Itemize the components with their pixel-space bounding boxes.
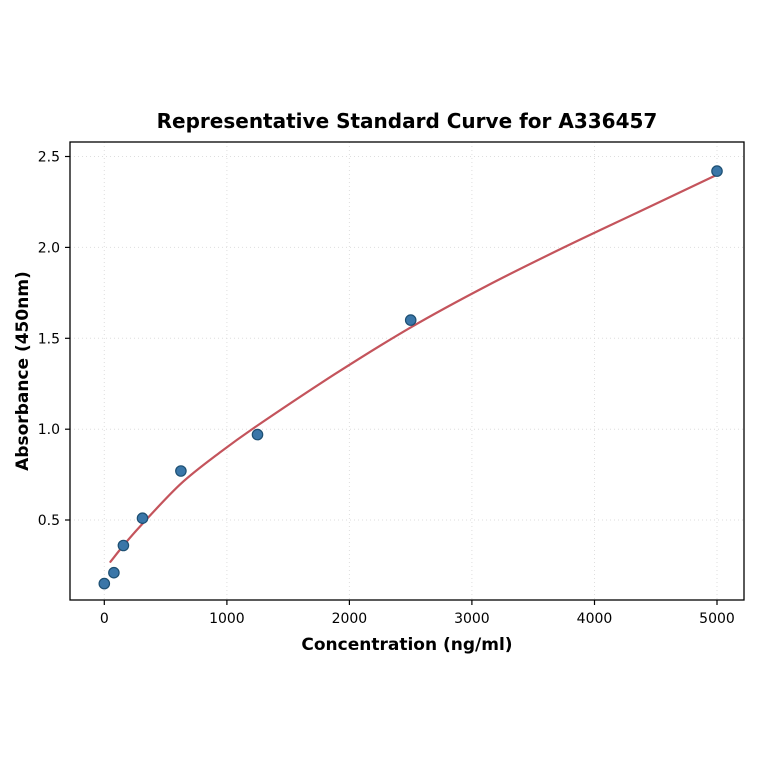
fit-curve <box>109 173 719 563</box>
plot-layer: 0 1000 2000 3000 4000 5000 0.5 1.0 1.5 2.0 2.5 <box>38 141 745 628</box>
y-axis-label: Absorbance (450nm) <box>13 271 33 471</box>
y-tick-label: 1.0 <box>38 422 60 438</box>
y-tick-label: 1.5 <box>38 331 60 347</box>
y-tick-label: 2.5 <box>38 150 60 166</box>
x-tick-label: 5000 <box>699 611 735 627</box>
data-point <box>711 165 723 177</box>
data-point <box>136 512 149 524</box>
chart-title: Representative Standard Curve for A33645… <box>157 109 658 133</box>
data-point <box>98 577 111 590</box>
axis-ticks: 0 1000 2000 3000 4000 5000 0.5 1.0 1.5 2.0 2.5 <box>38 150 735 628</box>
data-point <box>404 314 417 326</box>
x-tick-label: 0 <box>100 611 109 627</box>
x-tick-label: 2000 <box>332 611 368 627</box>
x-tick-label: 4000 <box>577 611 613 627</box>
x-axis-label: Concentration (ng/ml) <box>301 635 512 655</box>
y-tick-label: 0.5 <box>38 513 60 529</box>
data-point <box>108 566 120 579</box>
data-point <box>175 465 187 477</box>
x-tick-label: 1000 <box>209 611 245 627</box>
data-points <box>98 165 723 590</box>
gridlines <box>70 142 744 600</box>
x-tick-label: 3000 <box>454 611 490 627</box>
y-tick-label: 2.0 <box>38 240 60 256</box>
plot-frame <box>69 141 745 601</box>
data-point <box>117 539 130 552</box>
data-point <box>251 428 264 441</box>
